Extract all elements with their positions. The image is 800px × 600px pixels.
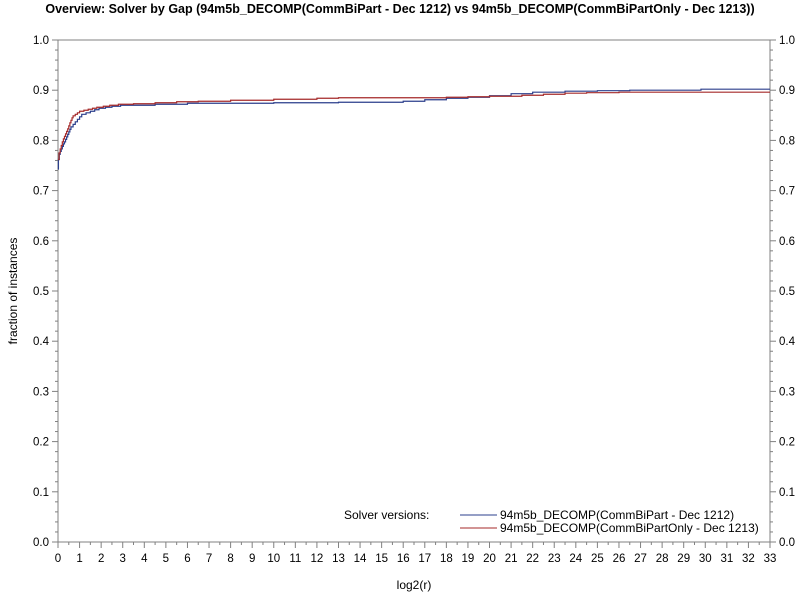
- x-tick-label: 29: [677, 553, 690, 565]
- x-axis: 0 1 2 3 4 5 6 7 8 9 10 11 12 13 14 15 16 17 18 19 20 21 22 23 24…: [55, 542, 777, 565]
- chart-title: Overview: Solver by Gap (94m5b_DECOMP(Co…: [45, 2, 754, 16]
- x-tick-label: 1: [76, 553, 82, 565]
- legend-title: Solver versions:: [344, 508, 429, 522]
- x-tick-label: 15: [375, 553, 388, 565]
- series-layer: [57, 88, 770, 170]
- x-tick-label: 3: [120, 553, 126, 565]
- series-line-1: [57, 88, 770, 170]
- x-tick-label: 10: [267, 553, 280, 565]
- y-tick-label-right: 0.8: [779, 135, 795, 147]
- y-tick-label-left: 0.6: [33, 236, 49, 248]
- x-tick-label: 30: [699, 553, 712, 565]
- y-tick-label-left: 1.0: [33, 35, 49, 47]
- x-tick-label: 0: [55, 553, 61, 565]
- x-tick-label: 17: [418, 553, 431, 565]
- y-tick-label-left: 0.7: [33, 186, 49, 198]
- y-tick-label-left: 0.2: [33, 437, 49, 449]
- x-tick-label: 5: [163, 553, 169, 565]
- y-tick-label-left: 0.8: [33, 135, 49, 147]
- y-tick-label-right: 0.6: [779, 236, 795, 248]
- x-tick-label: 14: [354, 553, 367, 565]
- plot-frame: [57, 39, 771, 543]
- x-tick-label: 11: [289, 553, 301, 565]
- x-tick-label: 31: [720, 553, 733, 565]
- y-tick-label-left: 0.9: [33, 85, 49, 97]
- y-tick-label-right: 0.1: [779, 487, 795, 499]
- y-tick-label-right: 0.4: [779, 336, 796, 348]
- legend: Solver versions: 94m5b_DECOMP(CommBiPart…: [344, 508, 759, 535]
- x-tick-label: 16: [397, 553, 410, 565]
- y-tick-label-left: 0.5: [33, 286, 49, 298]
- series-line-2: [58, 91, 770, 161]
- x-tick-label: 26: [613, 553, 626, 565]
- x-tick-label: 18: [440, 553, 453, 565]
- y-tick-label-right: 0.7: [779, 186, 795, 198]
- y-tick-label-left: 0.1: [33, 487, 49, 499]
- x-tick-label: 19: [462, 553, 475, 565]
- x-tick-label: 12: [311, 553, 324, 565]
- x-tick-label: 23: [548, 553, 561, 565]
- x-tick-label: 9: [249, 553, 255, 565]
- y-tick-label-left: 0.0: [33, 537, 49, 549]
- x-tick-label: 27: [634, 553, 647, 565]
- x-tick-label: 32: [742, 553, 755, 565]
- x-axis-label: log2(r): [397, 578, 432, 592]
- y-tick-label-right: 0.3: [779, 386, 795, 398]
- y-axis-left: 0.0 0.1 0.2 0.3 0.4 0.5 0.6 0.7 0.8 0.9 1.0: [33, 35, 58, 549]
- x-tick-label: 33: [764, 553, 777, 565]
- x-tick-label: 28: [656, 553, 669, 565]
- x-tick-label: 20: [483, 553, 496, 565]
- x-tick-label: 21: [505, 553, 518, 565]
- x-tick-label: 25: [591, 553, 604, 565]
- x-tick-label: 6: [184, 553, 190, 565]
- y-axis-label: fraction of instances: [6, 238, 20, 345]
- x-tick-label: 4: [141, 553, 148, 565]
- y-axis-right: 0.0 0.1 0.2 0.3 0.4 0.5 0.6 0.7 0.8 0.9 1.0: [770, 35, 796, 549]
- y-tick-label-left: 0.4: [33, 336, 50, 348]
- legend-entry-series-1: 94m5b_DECOMP(CommBiPart - Dec 1212): [500, 508, 734, 522]
- legend-entry-series-2: 94m5b_DECOMP(CommBiPartOnly - Dec 1213): [500, 521, 759, 535]
- x-tick-label: 8: [227, 553, 233, 565]
- y-tick-label-left: 0.3: [33, 386, 49, 398]
- x-tick-label: 22: [526, 553, 539, 565]
- x-tick-label: 13: [332, 553, 345, 565]
- y-tick-label-right: 0.0: [779, 537, 795, 549]
- y-tick-label-right: 0.5: [779, 286, 795, 298]
- x-tick-label: 7: [206, 553, 212, 565]
- y-tick-label-right: 1.0: [779, 35, 795, 47]
- x-tick-label: 24: [569, 553, 582, 565]
- x-tick-label: 2: [98, 553, 104, 565]
- y-tick-label-right: 0.9: [779, 85, 795, 97]
- y-tick-label-right: 0.2: [779, 437, 795, 449]
